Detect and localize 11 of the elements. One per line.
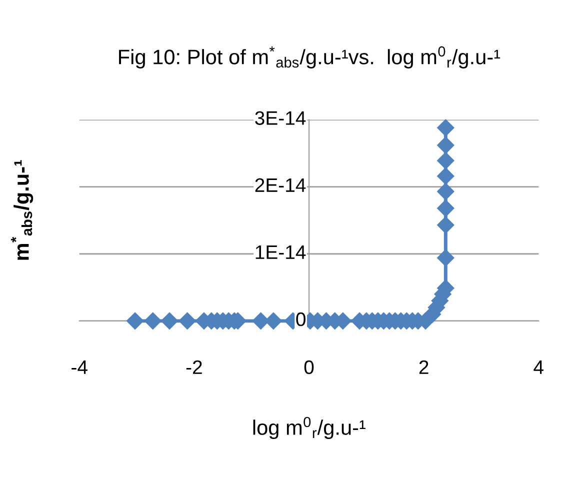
- y-axis-title: m$^{*}$$_{abs}$/g.u-¹: [10, 160, 34, 260]
- chart-title: Fig 10: Plot of m$^{*}$$_{abs}$/g.u-¹vs. log m$^{0}$$_{r}$/g.u-¹: [119, 46, 500, 68]
- x-tick-label: 2: [419, 360, 428, 374]
- x-tick-label: 4: [534, 360, 544, 374]
- y-tick-label: 1E-14: [256, 246, 306, 259]
- y-tick-label: 3E-14: [255, 111, 306, 125]
- y-tick-label: 0: [296, 312, 306, 326]
- x-tick-label: -2: [186, 360, 202, 374]
- x-axis-title: log m$^{0}$$_{r}$/g.u-¹: [253, 416, 366, 440]
- x-tick-label: -4: [72, 360, 88, 374]
- y-tick-label: 2E-14: [255, 178, 306, 192]
